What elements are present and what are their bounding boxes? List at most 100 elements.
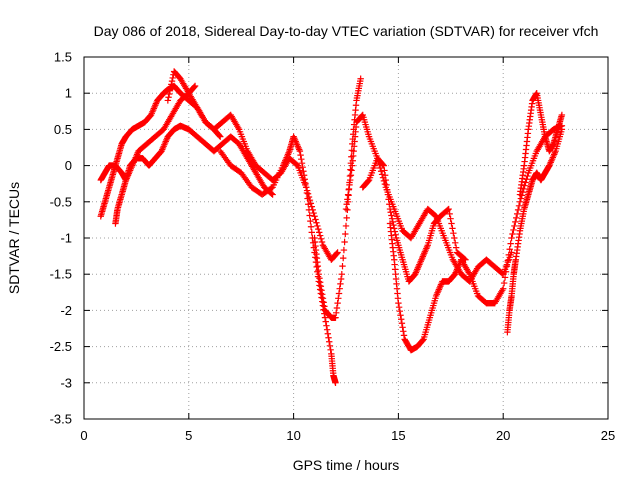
data-point [344, 191, 352, 198]
data-point [313, 263, 320, 271]
data-point [297, 151, 304, 159]
data-point [318, 287, 325, 294]
data-point [504, 257, 512, 264]
data-point [506, 246, 513, 253]
data-point [316, 275, 323, 282]
data-point [400, 332, 408, 339]
data-point [384, 186, 391, 193]
data-point [342, 230, 349, 238]
data-point [452, 239, 459, 247]
x-tick-label: 0 [80, 428, 87, 443]
y-tick-label: 1.5 [54, 50, 72, 65]
data-point [398, 320, 406, 327]
data-point [523, 176, 530, 183]
data-point [500, 279, 508, 287]
data-point [508, 234, 515, 242]
data-point [337, 275, 345, 283]
data-point [516, 198, 524, 205]
data-point [308, 229, 315, 236]
data-point [335, 295, 342, 302]
data-point [345, 186, 352, 193]
x-tick-label: 15 [391, 428, 405, 443]
data-point [344, 196, 351, 203]
data-point [300, 172, 308, 179]
series-arc-7 [342, 111, 515, 285]
data-point [323, 322, 330, 329]
data-point [513, 210, 521, 218]
x-axis-title: GPS time / hours [293, 457, 400, 473]
series-arc-5 [217, 133, 339, 386]
data-point [319, 298, 326, 305]
data-point [305, 201, 312, 208]
data-point [322, 318, 329, 325]
data-point [449, 225, 456, 232]
data-point [332, 314, 339, 321]
y-tick-label: -2.5 [50, 339, 72, 354]
data-point [395, 303, 403, 311]
data-point [381, 180, 389, 188]
y-tick-label: 0.5 [54, 122, 72, 137]
data-point [339, 262, 346, 270]
data-point [505, 251, 512, 259]
data-point [268, 190, 275, 197]
series-arc-2 [97, 82, 199, 184]
data-point [321, 314, 329, 321]
data-point [448, 220, 455, 227]
y-tick-label: -3 [60, 375, 72, 390]
data-point [316, 279, 324, 286]
data-point [340, 254, 347, 262]
data-point [387, 209, 394, 216]
data-point [308, 203, 315, 210]
data-point [396, 308, 403, 315]
data-point [305, 206, 313, 214]
data-point [333, 250, 341, 257]
data-point [317, 290, 325, 297]
data-point [524, 172, 531, 180]
data-point [323, 326, 331, 333]
series-arc-8 [359, 155, 469, 285]
data-point [315, 278, 322, 285]
data-point [334, 299, 341, 307]
data-point [333, 309, 340, 317]
data-point [510, 226, 517, 234]
data-point [384, 191, 392, 198]
x-tick-label: 25 [601, 428, 615, 443]
data-point [317, 235, 325, 243]
data-point [311, 213, 318, 220]
data-point [321, 303, 328, 310]
data-point [168, 81, 175, 88]
data-point [319, 302, 327, 309]
data-point [452, 244, 460, 251]
data-point [377, 168, 385, 175]
y-tick-label: -3.5 [50, 412, 72, 427]
data-point [326, 342, 334, 349]
data-point [310, 209, 317, 217]
data-point [327, 346, 334, 354]
data-point [450, 229, 457, 237]
data-point [340, 246, 348, 254]
data-point [501, 274, 509, 281]
data-point [381, 172, 389, 179]
data-point [313, 219, 320, 226]
data-point [268, 184, 275, 192]
data-point [164, 97, 172, 104]
y-tick-label: -2 [60, 303, 72, 318]
data-point [512, 218, 519, 226]
data-point [299, 164, 306, 171]
data-point [344, 206, 351, 214]
data-point [302, 180, 309, 187]
data-point [347, 166, 354, 173]
chart-title: Day 086 of 2018, Sidereal Day-to-day VTE… [94, 23, 599, 39]
y-tick-label: -1.5 [50, 267, 72, 282]
data-point [312, 216, 319, 223]
data-point [316, 282, 323, 289]
data-point [166, 90, 173, 98]
data-point [511, 222, 518, 230]
data-points [97, 68, 566, 386]
data-point [521, 182, 528, 189]
data-point [346, 181, 353, 189]
series-arc-3 [112, 122, 276, 227]
data-point [318, 238, 326, 246]
data-point [383, 181, 390, 189]
